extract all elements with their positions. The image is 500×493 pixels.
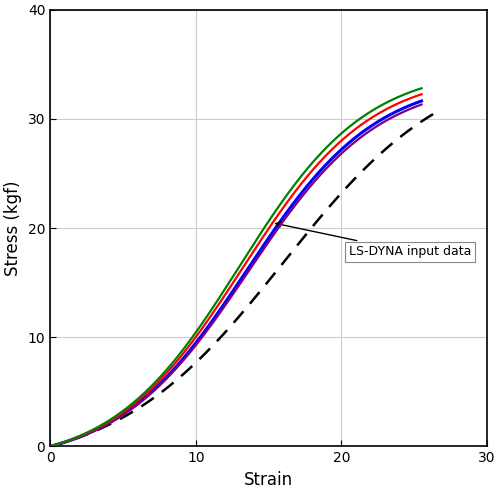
Y-axis label: Stress (kgf): Stress (kgf) xyxy=(4,180,22,276)
X-axis label: Strain: Strain xyxy=(244,471,293,489)
Text: LS-DYNA input data: LS-DYNA input data xyxy=(276,222,471,258)
